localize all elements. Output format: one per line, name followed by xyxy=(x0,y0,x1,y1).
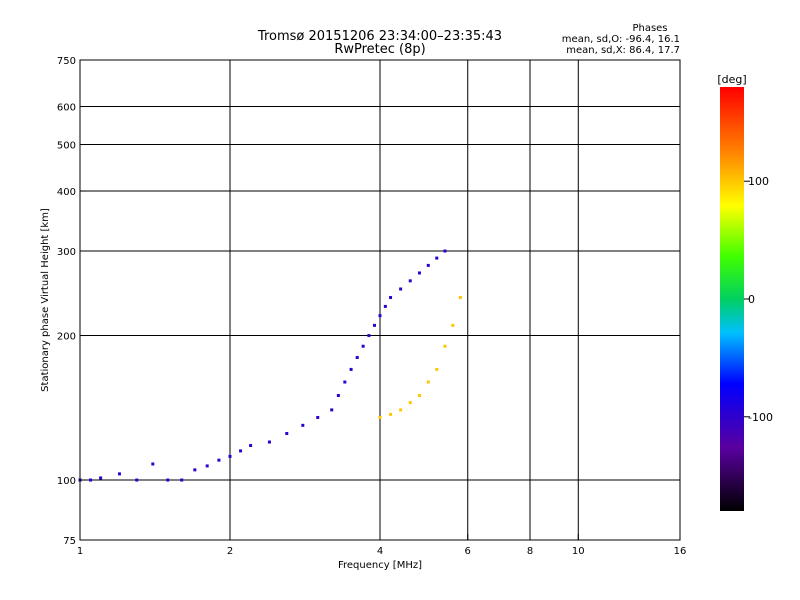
y-tick-label: 500 xyxy=(57,141,76,152)
data-point xyxy=(399,287,403,291)
y-tick-label: 400 xyxy=(57,187,76,198)
data-point xyxy=(249,444,253,448)
data-point xyxy=(99,476,103,480)
y-tick-label: 750 xyxy=(57,56,76,67)
colorbar xyxy=(720,87,744,511)
data-point xyxy=(349,367,353,371)
x-tick-label: 6 xyxy=(465,546,471,557)
chart-subtitle: RwPretec (8p) xyxy=(334,42,425,57)
data-point xyxy=(435,256,439,260)
colorbar-ticks: 100 0 -100 xyxy=(744,175,773,424)
data-point xyxy=(267,440,271,444)
data-point xyxy=(408,279,412,283)
x-axis-label: Frequency [MHz] xyxy=(338,560,422,571)
grid-lines xyxy=(80,60,680,540)
y-axis: 75 100 200 300 400 500 600 750 xyxy=(57,56,86,547)
data-point xyxy=(435,367,439,371)
x-tick-label: 1 xyxy=(77,546,83,557)
data-point xyxy=(228,454,232,458)
x-tick-label: 8 xyxy=(527,546,533,557)
x-tick-label: 4 xyxy=(377,546,383,557)
data-point xyxy=(135,478,139,482)
data-point xyxy=(373,323,377,327)
colorbar-label: [deg] xyxy=(717,73,746,86)
data-point xyxy=(117,472,121,476)
stats-x-line: mean, sd,X: 86.4, 17.7 xyxy=(566,45,680,56)
chart-title: Tromsø 20151206 23:34:00–23:35:43 xyxy=(257,29,502,44)
data-point xyxy=(316,415,320,419)
data-point xyxy=(89,478,93,482)
data-point xyxy=(458,296,462,300)
data-point xyxy=(378,415,382,419)
colorbar-tick-label: 0 xyxy=(748,293,755,306)
y-tick-label: 100 xyxy=(57,476,76,487)
data-point xyxy=(378,314,382,318)
x-tick-label: 2 xyxy=(227,546,233,557)
stats-o-line: mean, sd,O: -96.4, 16.1 xyxy=(562,34,680,45)
data-point xyxy=(330,408,334,412)
y-tick-label: 75 xyxy=(63,536,76,547)
data-point xyxy=(180,478,184,482)
colorbar-tick-label: 100 xyxy=(748,175,769,188)
y-axis-label: Stationary phase Virtual Height [km] xyxy=(40,208,51,392)
data-point xyxy=(451,323,455,327)
y-tick-label: 600 xyxy=(57,103,76,114)
y-tick-label: 300 xyxy=(57,247,76,258)
data-point xyxy=(166,478,170,482)
data-point xyxy=(205,464,209,468)
data-point xyxy=(383,304,387,308)
x-axis: 1 2 4 6 8 10 16 xyxy=(77,534,687,557)
data-point xyxy=(217,458,221,462)
data-point xyxy=(389,296,393,300)
x-tick-label: 10 xyxy=(572,546,585,557)
data-point xyxy=(301,423,305,427)
colorbar-tick-label: -100 xyxy=(748,411,773,424)
data-point xyxy=(193,468,197,472)
data-point xyxy=(361,344,365,348)
data-points xyxy=(78,249,462,482)
data-point xyxy=(443,344,447,348)
data-point xyxy=(355,355,359,359)
x-tick-label: 16 xyxy=(674,546,687,557)
data-point xyxy=(426,263,430,267)
data-point xyxy=(367,334,371,338)
stats-heading: Phases xyxy=(632,23,667,34)
data-point xyxy=(239,449,243,453)
data-point xyxy=(417,394,421,398)
data-point xyxy=(336,394,340,398)
y-tick-label: 200 xyxy=(57,332,76,343)
data-point xyxy=(151,462,155,466)
data-point xyxy=(408,401,412,405)
data-point xyxy=(343,380,347,384)
data-point xyxy=(285,432,289,436)
data-point xyxy=(443,249,447,253)
data-point xyxy=(399,408,403,412)
data-point xyxy=(389,412,393,416)
data-point xyxy=(426,380,430,384)
data-point xyxy=(417,271,421,275)
